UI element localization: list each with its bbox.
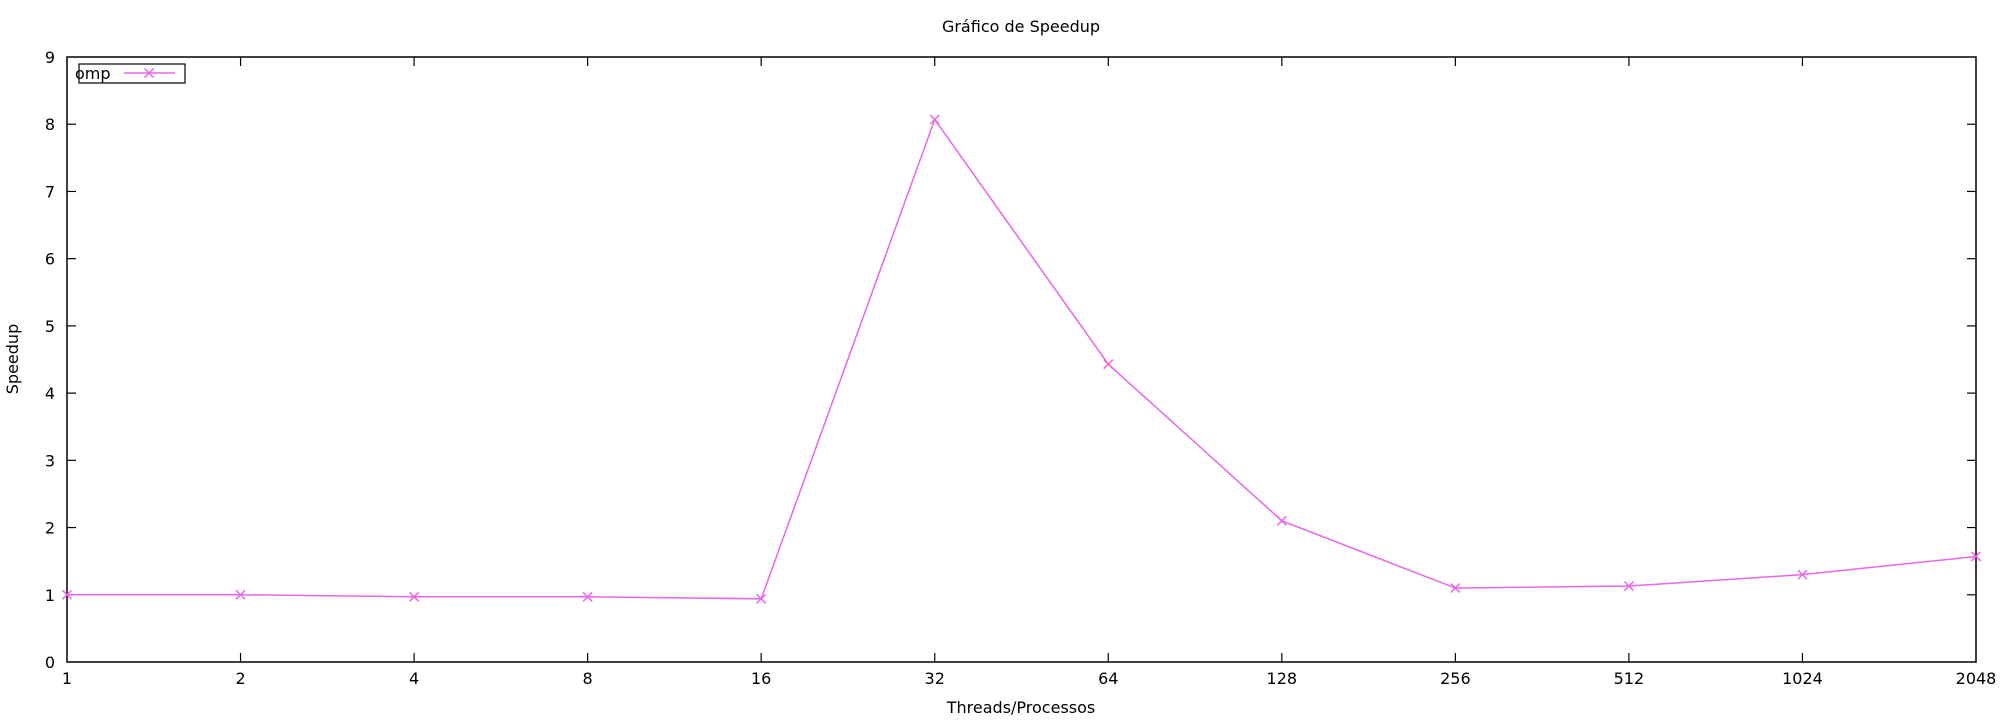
data-point-marker — [756, 593, 767, 604]
chart-title: Gráfico de Speedup — [942, 17, 1100, 36]
data-point-marker-stroke — [409, 591, 420, 602]
data-point-marker — [1797, 569, 1808, 580]
y-tick-label: 4 — [45, 384, 55, 403]
x-tick-label: 1024 — [1782, 669, 1823, 688]
data-point-marker-stroke — [582, 591, 593, 602]
legend-x-marker — [143, 67, 155, 79]
y-tick-label: 6 — [45, 250, 55, 269]
data-point-marker — [1103, 359, 1114, 370]
x-tick-label: 512 — [1614, 669, 1645, 688]
x-tick-label: 64 — [1098, 669, 1118, 688]
x-tick-label: 1 — [62, 669, 72, 688]
data-point-marker-stroke — [1970, 551, 1982, 562]
y-tick-label: 7 — [45, 182, 55, 201]
data-point-marker-stroke — [1623, 581, 1634, 592]
data-point-marker-stroke — [235, 589, 246, 600]
data-point-marker-stroke — [1797, 569, 1808, 580]
legend-x-marker-stroke — [143, 67, 155, 79]
y-tick-label: 3 — [45, 451, 55, 470]
data-point-marker-stroke — [1450, 583, 1461, 594]
y-tick-label: 0 — [45, 653, 55, 672]
series-layer — [61, 114, 1982, 604]
y-tick-label: 1 — [45, 586, 55, 605]
data-point-marker — [61, 589, 73, 600]
data-point-marker — [929, 114, 940, 125]
data-point-marker — [1450, 583, 1461, 594]
x-tick-label: 8 — [583, 669, 593, 688]
x-axis-title: Threads/Processos — [946, 698, 1096, 717]
data-point-marker — [235, 589, 246, 600]
data-point-marker-stroke — [61, 589, 73, 600]
x-tick-label: 4 — [409, 669, 419, 688]
series-line-omp — [67, 117, 1977, 600]
y-axis-title: Speedup — [3, 324, 22, 394]
data-point-marker-stroke — [1276, 515, 1287, 526]
data-point-marker-stroke — [929, 114, 940, 125]
x-tick-label: 16 — [751, 669, 771, 688]
data-point-marker — [409, 591, 420, 602]
x-tick-label: 32 — [925, 669, 945, 688]
data-point-marker-stroke — [1103, 359, 1114, 370]
data-point-marker — [1623, 581, 1634, 592]
legend-marker — [143, 67, 155, 79]
data-point-marker — [1970, 551, 1982, 562]
x-tick-label: 2048 — [1956, 669, 1997, 688]
plot-area-frame — [66, 56, 1977, 663]
y-tick-label: 8 — [45, 115, 55, 134]
legend-series-label: omp — [75, 64, 111, 83]
data-point-marker — [582, 591, 593, 602]
y-tick-label: 2 — [45, 519, 55, 538]
legend: omp — [75, 63, 186, 84]
y-tick-label: 5 — [45, 317, 55, 336]
data-point-marker-stroke — [756, 593, 767, 604]
y-tick-label: 9 — [45, 48, 55, 67]
x-tick-label: 128 — [1267, 669, 1298, 688]
data-point-marker — [1276, 515, 1287, 526]
x-tick-label: 2 — [235, 669, 245, 688]
x-tick-label: 256 — [1440, 669, 1471, 688]
